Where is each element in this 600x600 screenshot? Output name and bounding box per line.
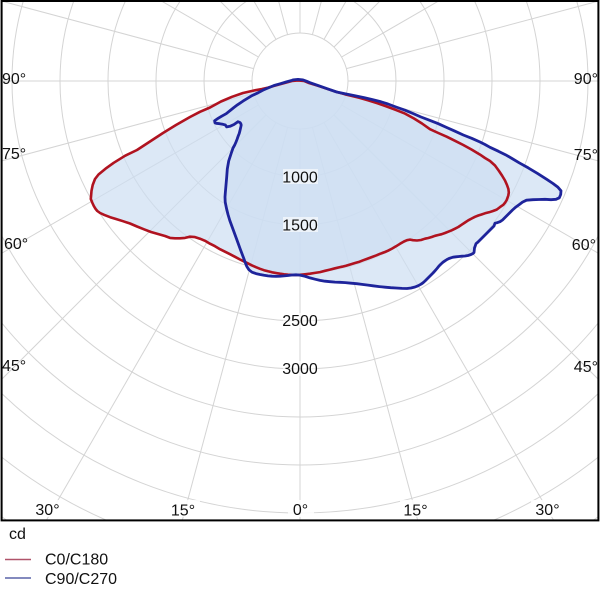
- svg-text:C90/C270: C90/C270: [45, 571, 117, 588]
- svg-text:2500: 2500: [282, 313, 318, 330]
- svg-text:75°: 75°: [574, 147, 598, 164]
- svg-text:90°: 90°: [2, 71, 26, 88]
- svg-text:45°: 45°: [574, 359, 598, 376]
- svg-text:60°: 60°: [4, 236, 28, 253]
- svg-text:0°: 0°: [293, 502, 308, 519]
- svg-text:30°: 30°: [535, 502, 559, 519]
- svg-text:1500: 1500: [282, 218, 318, 235]
- svg-text:cd: cd: [9, 526, 26, 543]
- svg-text:30°: 30°: [35, 502, 59, 519]
- svg-text:15°: 15°: [171, 503, 195, 520]
- svg-text:15°: 15°: [403, 503, 427, 520]
- svg-text:3000: 3000: [282, 361, 318, 378]
- svg-text:90°: 90°: [574, 71, 598, 88]
- svg-text:60°: 60°: [572, 237, 596, 254]
- svg-text:75°: 75°: [2, 146, 26, 163]
- svg-text:1000: 1000: [282, 170, 318, 187]
- svg-text:45°: 45°: [2, 358, 26, 375]
- svg-text:C0/C180: C0/C180: [45, 552, 108, 569]
